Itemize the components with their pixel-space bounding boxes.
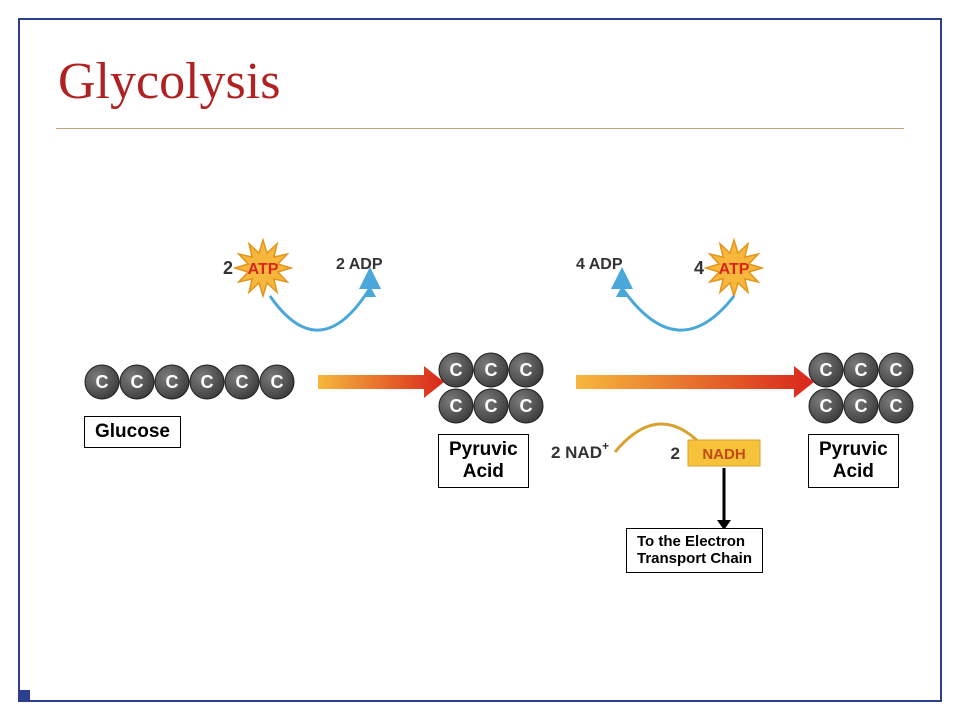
svg-text:C: C	[236, 372, 249, 392]
svg-text:C: C	[855, 360, 868, 380]
svg-text:C: C	[890, 360, 903, 380]
label-etc: To the Electron Transport Chain	[626, 528, 763, 573]
svg-text:2: 2	[671, 444, 680, 463]
svg-text:C: C	[450, 360, 463, 380]
svg-text:C: C	[271, 372, 284, 392]
svg-text:C: C	[96, 372, 109, 392]
label-glucose: Glucose	[84, 416, 181, 448]
label-pyruvic-1: Pyruvic Acid	[438, 434, 529, 488]
svg-text:C: C	[201, 372, 214, 392]
svg-text:2 NAD+: 2 NAD+	[551, 439, 609, 462]
svg-text:C: C	[820, 360, 833, 380]
svg-text:C: C	[820, 396, 833, 416]
svg-text:C: C	[485, 396, 498, 416]
svg-text:2: 2	[223, 258, 233, 278]
svg-text:NADH: NADH	[702, 446, 745, 463]
svg-text:ATP: ATP	[248, 261, 279, 278]
svg-text:C: C	[855, 396, 868, 416]
svg-text:C: C	[520, 396, 533, 416]
label-2adp: 2 ADP	[336, 256, 383, 274]
svg-text:C: C	[131, 372, 144, 392]
svg-text:ATP: ATP	[719, 261, 750, 278]
svg-text:C: C	[520, 360, 533, 380]
svg-text:C: C	[166, 372, 179, 392]
svg-text:C: C	[485, 360, 498, 380]
slide-frame: Glycolysis CCCCCCCCCCCCCCCCCCATP2ATP42 N…	[18, 18, 942, 702]
svg-text:C: C	[450, 396, 463, 416]
svg-text:4: 4	[694, 258, 704, 278]
glycolysis-diagram: CCCCCCCCCCCCCCCCCCATP2ATP42 NAD+NADH2	[20, 20, 940, 700]
label-4adp: 4 ADP	[576, 256, 623, 274]
svg-text:C: C	[890, 396, 903, 416]
label-pyruvic-2: Pyruvic Acid	[808, 434, 899, 488]
